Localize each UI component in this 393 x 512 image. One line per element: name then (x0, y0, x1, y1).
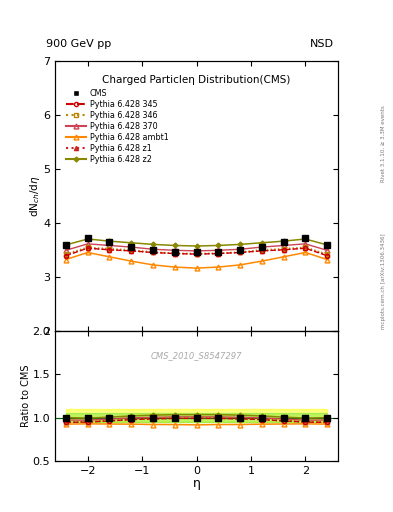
Text: Charged Particleη Distribution(CMS): Charged Particleη Distribution(CMS) (102, 75, 291, 85)
Text: Rivet 3.1.10, ≥ 3.3M events: Rivet 3.1.10, ≥ 3.3M events (381, 105, 386, 182)
Y-axis label: dN$_{ch}$/d$\eta$: dN$_{ch}$/d$\eta$ (28, 176, 42, 217)
Text: NSD: NSD (310, 38, 334, 49)
X-axis label: η: η (193, 477, 200, 490)
Legend: CMS, Pythia 6.428 345, Pythia 6.428 346, Pythia 6.428 370, Pythia 6.428 ambt1, P: CMS, Pythia 6.428 345, Pythia 6.428 346,… (65, 87, 170, 165)
Text: 900 GeV pp: 900 GeV pp (46, 38, 111, 49)
Text: CMS_2010_S8547297: CMS_2010_S8547297 (151, 351, 242, 360)
Text: mcplots.cern.ch [arXiv:1306.3436]: mcplots.cern.ch [arXiv:1306.3436] (381, 234, 386, 329)
Y-axis label: Ratio to CMS: Ratio to CMS (21, 365, 31, 428)
